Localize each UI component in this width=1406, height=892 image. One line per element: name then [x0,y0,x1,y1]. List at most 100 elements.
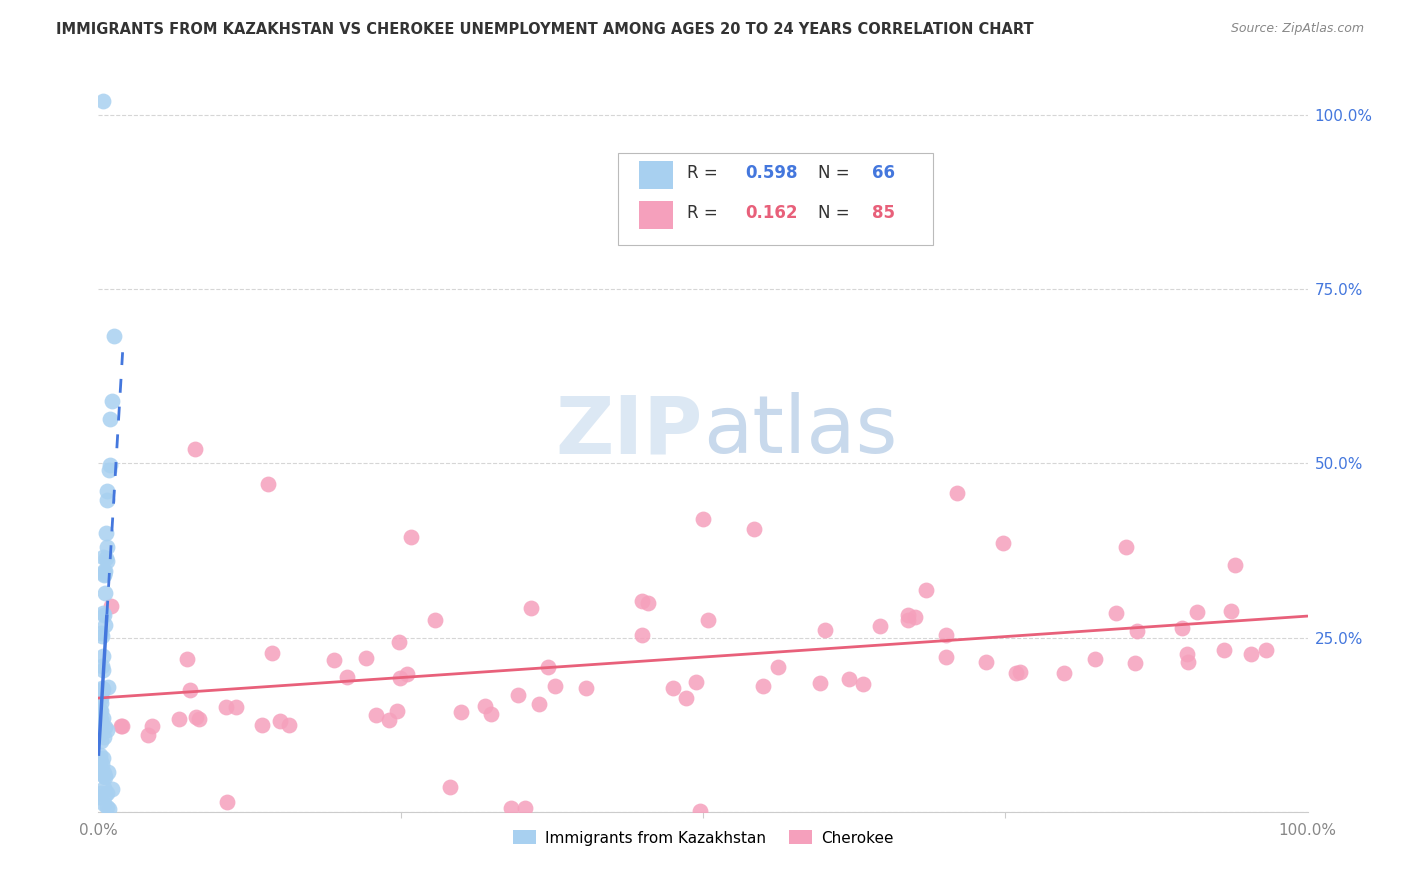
Point [93,781,115,796]
Point [814,623,837,637]
Point [176,652,198,666]
Point [366,708,388,723]
Text: N =: N = [818,164,855,182]
Point [1115,540,1137,554]
Point [752,679,775,693]
Text: 0.598: 0.598 [745,164,797,182]
Point [399,530,422,544]
Point [520,601,543,615]
Point [167,712,190,726]
Point [935,628,957,642]
Point [87,789,110,804]
Point [110,718,132,732]
Point [631,593,654,607]
Point [389,671,412,685]
Point [93,566,115,581]
Point [101,781,124,796]
Point [94,770,117,784]
Point [96,551,118,566]
Point [1225,558,1247,572]
Point [1212,643,1234,657]
Point [974,656,997,670]
Point [1125,656,1147,670]
Point [323,653,346,667]
Point [474,699,496,714]
Point [1177,655,1199,669]
Point [685,675,707,690]
Point [93,731,115,745]
Point [89,690,111,704]
Point [387,704,409,718]
Text: IMMIGRANTS FROM KAZAKHSTAN VS CHEROKEE UNEMPLOYMENT AMONG AGES 20 TO 24 YEARS CO: IMMIGRANTS FROM KAZAKHSTAN VS CHEROKEE U… [56,22,1033,37]
Point [662,681,685,695]
Point [93,568,115,582]
Point [1170,621,1192,635]
Point [96,540,118,554]
Point [637,596,659,610]
Point [91,658,114,673]
Text: Source: ZipAtlas.com: Source: ZipAtlas.com [1230,22,1364,36]
Point [91,663,114,677]
Point [93,618,115,632]
Point [90,690,112,705]
Point [98,458,121,473]
Point [89,748,111,763]
Point [91,549,114,564]
Point [766,660,789,674]
Point [479,707,502,722]
Point [91,648,114,663]
Point [336,670,359,684]
Point [91,629,114,643]
Point [904,609,927,624]
Point [1010,665,1032,679]
Point [101,393,124,408]
Point [742,522,765,536]
Text: atlas: atlas [703,392,897,470]
Point [93,769,115,783]
Point [90,687,112,701]
Point [96,492,118,507]
Point [935,650,957,665]
Point [378,713,401,727]
Point [96,553,118,567]
Point [100,599,122,613]
Point [1240,647,1263,661]
Point [89,754,111,768]
Point [1084,652,1107,666]
Point [96,786,118,800]
Point [439,780,461,794]
Point [89,723,111,737]
Point [450,705,472,719]
Point [575,681,598,695]
Point [94,788,117,802]
Point [91,94,114,108]
Point [1175,647,1198,661]
Point [527,698,550,712]
Point [93,606,115,620]
Point [915,583,938,598]
Point [869,619,891,633]
Point [96,483,118,498]
Point [179,682,201,697]
Point [94,586,117,600]
Point [90,704,112,718]
FancyBboxPatch shape [638,201,673,228]
Point [89,752,111,766]
Text: 66: 66 [872,164,896,182]
Point [91,681,114,696]
Point [90,682,112,697]
Text: R =: R = [688,164,723,182]
Point [1105,606,1128,620]
Point [354,651,377,665]
Point [269,714,291,729]
FancyBboxPatch shape [638,161,673,188]
Point [838,672,860,686]
Point [689,805,711,819]
Point [97,764,120,779]
Point [97,680,120,694]
Point [90,786,112,800]
Point [90,712,112,726]
Point [425,613,447,627]
Point [537,660,560,674]
Point [89,703,111,717]
